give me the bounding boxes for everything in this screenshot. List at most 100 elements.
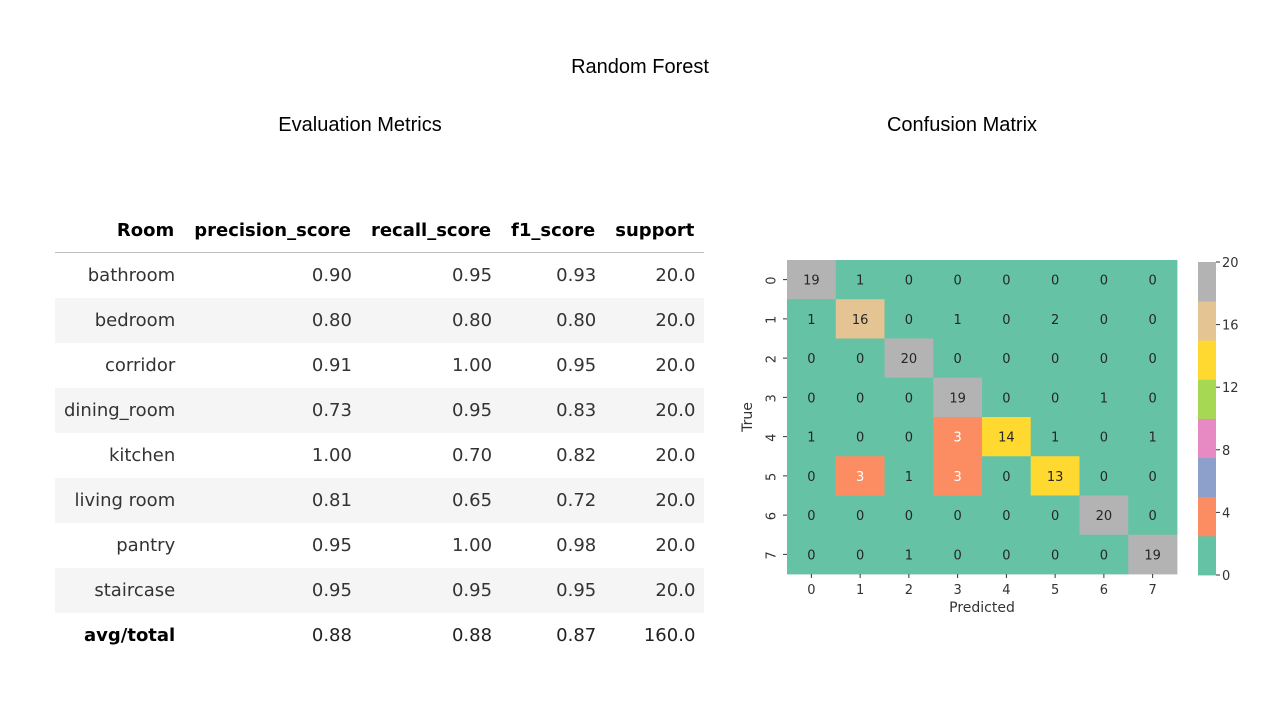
heatmap-cell: [787, 417, 837, 457]
cell-value-label: 1: [856, 274, 864, 289]
table-row: living room 0.81 0.65 0.72 20.0: [55, 478, 705, 523]
cell-value-label: 0: [856, 548, 864, 563]
cell-value-label: 1: [1100, 391, 1108, 406]
metrics-title: Evaluation Metrics: [278, 114, 442, 136]
x-tick-label: 4: [1002, 583, 1010, 598]
heatmap-cell: [933, 260, 983, 300]
cell-value-label: 0: [1002, 470, 1010, 485]
cell-value-label: 0: [1002, 274, 1010, 289]
cell-precision: 0.95: [311, 535, 352, 556]
cell-recall: 1.00: [451, 355, 493, 376]
cell-precision: 0.95: [184, 568, 361, 613]
cell-precision: 0.80: [184, 298, 361, 343]
page-title: Random Forest: [571, 56, 709, 78]
heatmap-cell: [1128, 495, 1178, 536]
colorbar-tick-label: 4: [1222, 506, 1230, 521]
cell-precision: 0.81: [184, 478, 361, 523]
heatmap-cell: [884, 495, 934, 536]
confusion-matrix-title: Confusion Matrix: [886, 114, 1038, 136]
cell-value-label: 0: [1051, 274, 1059, 289]
heatmap-cell: [787, 495, 837, 536]
heatmap-cell: [933, 377, 983, 418]
y-tick-label: 4: [765, 433, 780, 441]
heatmap-cell: [982, 377, 1032, 418]
cell-value-label: 0: [1148, 313, 1156, 328]
cell-recall: 0.95: [451, 265, 493, 286]
heatmap-cell: [835, 338, 885, 379]
heatmap-cell: [982, 260, 1032, 300]
colorbar-segment: [1198, 496, 1216, 537]
heatmap-cell: [933, 534, 983, 575]
heatmap-cell: [1030, 377, 1080, 418]
x-tick-label: 0: [807, 583, 815, 598]
heatmap-cell: [982, 417, 1032, 457]
cell-f1: 0.80: [501, 298, 606, 343]
cell-f1: 0.95: [501, 568, 606, 613]
heatmap-cell: [1079, 338, 1129, 379]
heatmap-cell: [835, 534, 885, 575]
heatmap-cell: [982, 534, 1032, 575]
heatmap-cell: [884, 260, 934, 300]
heatmap-cell: [1030, 456, 1080, 496]
heatmap-cell: [1128, 417, 1178, 457]
heatmap-cell: [1079, 260, 1129, 300]
cell-room: dining_room: [55, 388, 185, 433]
cell-value-label: 19: [949, 391, 966, 406]
heatmap-cell: [933, 495, 983, 536]
table-row-total: avg/total 0.88 0.88 0.87 160.0: [55, 613, 704, 658]
colorbar-tick-label: 16: [1222, 319, 1239, 334]
heatmap-cell: [835, 299, 885, 339]
heatmap-cell: [884, 299, 934, 339]
colorbar-segment: [1198, 535, 1216, 576]
cell-value-label: 0: [807, 352, 815, 367]
cell-value-label: 0: [1002, 509, 1010, 524]
cell-room: bathroom: [87, 265, 176, 286]
cell-f1: 0.82: [556, 445, 597, 466]
heatmap-cell: [982, 456, 1032, 496]
cell-value-label: 0: [1002, 352, 1010, 367]
heatmap-cell: [787, 338, 837, 379]
y-tick-label: 0: [765, 276, 780, 284]
cell-value-label: 2: [1051, 313, 1059, 328]
cell-value-label: 0: [1051, 352, 1059, 367]
column-header-room: Room: [55, 208, 185, 253]
cell-value-label: 0: [1051, 548, 1059, 563]
heatmap-cell: [1030, 534, 1080, 575]
y-tick-label: 7: [765, 551, 780, 559]
cell-precision: 0.88: [311, 625, 352, 646]
cell-f1: 0.98: [556, 535, 597, 556]
cell-recall: 0.65: [360, 478, 502, 523]
cell-value-label: 0: [953, 274, 961, 289]
cell-value-label: 1: [1148, 431, 1156, 446]
heatmap-cell: [884, 534, 934, 575]
cell-f1: 0.93: [556, 265, 597, 286]
colorbar-segment: [1198, 379, 1216, 419]
cell-room: staircase: [55, 568, 185, 613]
table-row: bedroom 0.80 0.80 0.80 20.0: [55, 298, 705, 343]
cell-recall: 0.88: [451, 625, 493, 646]
confusion-matrix-chart: 19 1 0 0 0 0 0 01 16 0 1 0 2 0 00 0 20 0 0 0 0 00 0 0 19 0 0 1 01 0 0 3…: [740, 256, 1239, 616]
cell-value-label: 0: [1100, 352, 1108, 367]
cell-precision: 0.91: [311, 355, 352, 376]
heatmap-cell: [787, 260, 837, 300]
cell-value-label: 0: [905, 391, 913, 406]
heatmap-cell: [1128, 377, 1178, 418]
cell-value-label: 0: [1002, 391, 1010, 406]
heatmap-cell: [787, 456, 837, 496]
heatmap-cell: [835, 260, 885, 300]
heatmap-cell: [1128, 534, 1178, 575]
cell-value-label: 1: [905, 470, 913, 485]
cell-value-label: 0: [953, 509, 961, 524]
metrics-table: Room precision_score recall_score f1_sco…: [55, 208, 705, 658]
cell-value-label: 0: [1148, 391, 1156, 406]
cell-value-label: 14: [998, 431, 1015, 446]
x-tick-label: 1: [856, 583, 864, 598]
cell-recall: 0.95: [360, 568, 502, 613]
cell-support: 20.0: [655, 265, 696, 286]
cell-value-label: 0: [905, 431, 913, 446]
cell-recall: 1.00: [451, 535, 493, 556]
heatmap-cell: [1128, 338, 1178, 379]
cell-room: kitchen: [108, 445, 176, 466]
cell-value-label: 0: [1051, 391, 1059, 406]
heatmap-cell: [1079, 534, 1129, 575]
